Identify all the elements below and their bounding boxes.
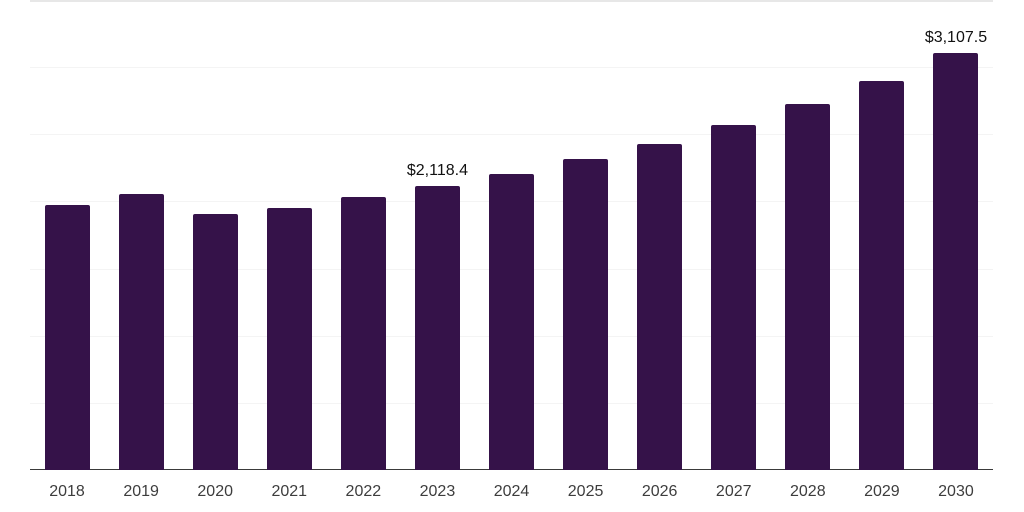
x-tick-label-2028: 2028 [790,483,826,500]
bar-2023[interactable] [414,185,460,470]
x-tick-label-2023: 2023 [419,483,456,500]
bar-2025[interactable] [563,159,609,470]
bar-2018[interactable] [44,204,90,470]
bar-2030[interactable] [933,52,979,470]
x-tick-label-2018: 2018 [49,483,85,500]
bar-2019[interactable] [118,194,164,470]
data-label-2030: $3,107.5 [924,28,988,46]
bar-2028[interactable] [785,104,831,470]
plot-top-border [30,0,993,2]
bar-2022[interactable] [340,197,386,470]
x-tick-label-2021: 2021 [271,483,308,500]
gridline [30,134,993,136]
bar-2024[interactable] [489,173,534,470]
x-tick-label-2019: 2019 [123,483,159,500]
x-tick-label-2026: 2026 [641,483,678,500]
x-tick-label-2025: 2025 [567,483,604,500]
bar-2029[interactable] [859,80,905,470]
data-label-2023: $2,118.4 [406,161,468,179]
bar-2021[interactable] [266,208,312,470]
plot-area: $2,118.4 $3,107.5 [30,0,993,470]
bar-2020[interactable] [192,213,238,470]
x-tick-label-2024: 2024 [493,483,530,500]
x-tick-label-2027: 2027 [715,483,752,500]
x-tick-label-2022: 2022 [345,483,382,500]
gridline [30,67,993,69]
x-tick-label-2029: 2029 [864,483,900,500]
x-tick-label-2030: 2030 [938,483,974,500]
bar-2027[interactable] [711,124,757,470]
bar-2026[interactable] [637,143,683,470]
x-tick-label-2020: 2020 [197,483,233,500]
